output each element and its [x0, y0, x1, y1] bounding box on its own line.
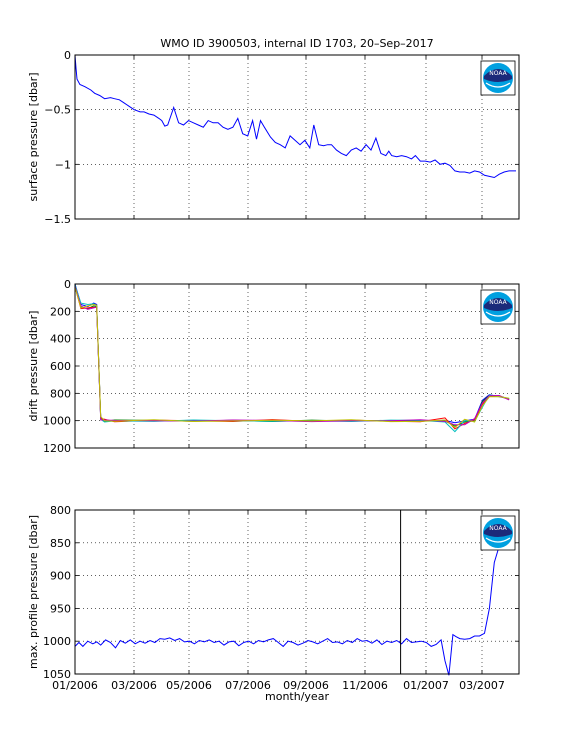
- noaa-logo-wave: [485, 537, 511, 543]
- noaa-logo-text: NOAA: [489, 299, 507, 306]
- series-line: [74, 287, 510, 429]
- y-tick-label: 1000: [43, 635, 71, 648]
- surface-pressure-panel: 0 −0.5 −1 −1.5 surface pressure [dbar] NOAA: [27, 49, 520, 226]
- axes-frame: [74, 54, 520, 220]
- noaa-logo-text: NOAA: [489, 70, 507, 77]
- drift-pressure-panel: 0 200 400 600 800 1000 1200 drift pressure [dba…: [27, 278, 520, 455]
- y-tick-label: 200: [50, 305, 71, 318]
- plot-area: [75, 284, 519, 448]
- y-tick-label: −0.5: [44, 104, 71, 117]
- y-tick-label: 850: [50, 537, 71, 550]
- noaa-logo-wave: [485, 311, 511, 317]
- axes-frame: [74, 283, 520, 449]
- noaa-logo-text: NOAA: [489, 525, 507, 532]
- y-tick-label: 400: [50, 333, 71, 346]
- y-tick-label: 0: [64, 49, 71, 62]
- plot-area: [75, 510, 519, 674]
- noaa-logo: NOAA: [480, 60, 516, 96]
- y-axis-label: max. profile pressure [dbar]: [27, 515, 40, 669]
- x-tick-label: 07/2006: [225, 679, 271, 692]
- x-tick-label: 11/2006: [342, 679, 388, 692]
- y-tick-label: −1.5: [44, 213, 71, 226]
- x-tick-label: 05/2006: [166, 679, 212, 692]
- figure-title: WMO ID 3900503, internal ID 1703, 20–Sep…: [160, 37, 433, 50]
- y-tick-label: 800: [50, 387, 71, 400]
- plot-area: [75, 55, 519, 219]
- y-tick-label: 950: [50, 602, 71, 615]
- noaa-logo-wave: [485, 82, 511, 88]
- noaa-logo-bird: [484, 69, 512, 82]
- noaa-logo-bird: [484, 524, 512, 537]
- y-axis-label: drift pressure [dbar]: [27, 311, 40, 422]
- y-tick-label: 600: [50, 360, 71, 373]
- x-tick-label: 03/2006: [111, 679, 157, 692]
- y-tick-label: 800: [50, 504, 71, 517]
- y-tick-label: −1: [55, 158, 71, 171]
- noaa-logo: NOAA: [480, 289, 516, 325]
- y-tick-label: 1050: [43, 668, 71, 681]
- x-tick-label: 03/2007: [459, 679, 505, 692]
- noaa-logo: NOAA: [480, 515, 516, 551]
- x-tick-label: 01/2007: [403, 679, 449, 692]
- y-axis-label: surface pressure [dbar]: [27, 73, 40, 202]
- x-tick-label: 01/2006: [52, 679, 98, 692]
- noaa-logo-bird: [484, 298, 512, 311]
- x-axis-label: month/year: [265, 690, 329, 703]
- y-tick-label: 1200: [43, 442, 71, 455]
- series-line: [74, 54, 516, 179]
- x-tick-label: 09/2006: [283, 679, 329, 692]
- series-line: [74, 535, 510, 676]
- axes-frame: [74, 509, 520, 675]
- y-tick-label: 0: [64, 278, 71, 291]
- y-tick-label: 900: [50, 570, 71, 583]
- y-tick-label: 1000: [43, 415, 71, 428]
